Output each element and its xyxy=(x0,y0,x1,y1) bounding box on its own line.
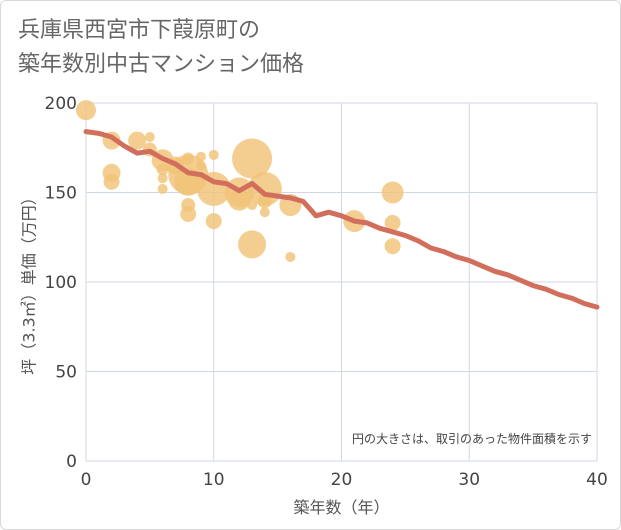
y-tick-label: 150 xyxy=(45,184,77,204)
bubble-point xyxy=(205,213,222,230)
bubble-point xyxy=(157,183,168,194)
bubble-point xyxy=(128,131,147,150)
bubble-point xyxy=(384,238,401,255)
x-tick-label: 10 xyxy=(203,470,225,490)
bubble-point xyxy=(76,100,96,121)
y-axis-title: 坪（3.3㎡）単価（万円） xyxy=(20,189,39,374)
trend-layer xyxy=(83,129,600,310)
bubble-point xyxy=(232,138,273,179)
bubble-point xyxy=(285,251,296,262)
x-tick-label: 30 xyxy=(458,470,480,490)
chart-title-line-2: 築年数別中古マンション価格 xyxy=(18,52,305,77)
bubble-point xyxy=(259,207,270,218)
y-tick-label: 50 xyxy=(55,363,77,383)
bubble-point xyxy=(180,205,197,222)
bubble-point xyxy=(195,160,206,171)
bubble-point xyxy=(156,163,169,176)
y-tick-label: 200 xyxy=(45,94,77,114)
bubble-point xyxy=(208,149,219,160)
bubble-point xyxy=(257,194,272,209)
trend-line xyxy=(83,129,600,310)
chart-title-line-1: 兵庫県西宮市下葭原町の xyxy=(18,18,261,43)
x-tick-label: 0 xyxy=(81,470,92,490)
bubble-point xyxy=(196,171,231,206)
y-tick-label: 0 xyxy=(66,452,77,472)
bubble-point xyxy=(157,173,168,184)
size-note: 円の大きさは、取引のあった物件面積を示す xyxy=(352,431,592,446)
bubble-point xyxy=(238,230,267,259)
bubble-point xyxy=(195,151,206,162)
x-tick-label: 20 xyxy=(331,470,353,490)
bubble-point xyxy=(247,200,258,211)
bubble-point xyxy=(103,173,120,190)
x-tick-label: 40 xyxy=(586,470,608,490)
chart-title: 兵庫県西宮市下葭原町の 築年数別中古マンション価格 xyxy=(18,14,578,82)
tick-labels: 0 10 20 30 40 0 50 100 150 200 xyxy=(45,94,608,490)
bubble-layer xyxy=(76,100,404,262)
y-tick-label: 100 xyxy=(45,273,77,293)
bubble-point xyxy=(228,188,251,211)
bubble-point xyxy=(144,132,155,143)
bubble-point xyxy=(384,214,401,231)
x-axis-title: 築年数（年） xyxy=(293,498,389,517)
grid-lines xyxy=(85,102,598,462)
bubble-point xyxy=(381,181,404,204)
